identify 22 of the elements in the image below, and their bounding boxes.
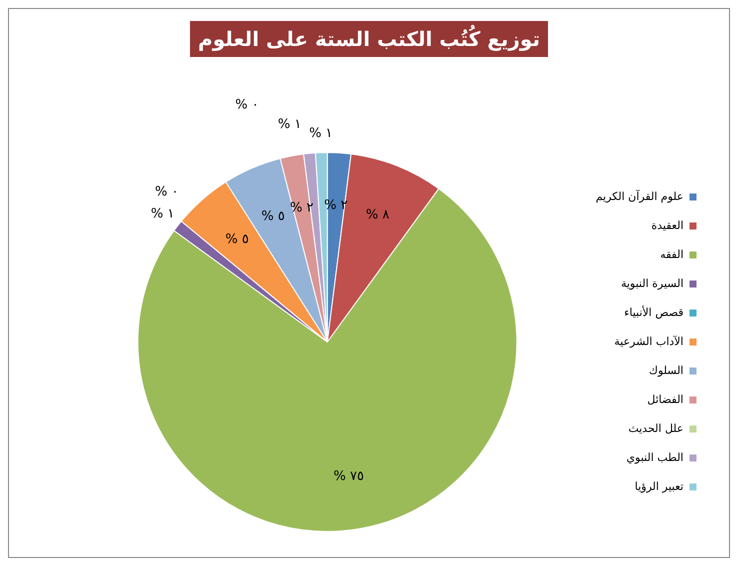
data-label: % ١ [309,126,333,142]
data-label: % ١ [150,206,174,222]
text: % ٠ [154,184,178,200]
data-label: % ٥ [261,209,285,224]
legend-label: السلوك [648,364,684,377]
legend-label: علوم القرآن الكريم [596,188,684,203]
data-label: % ٢ [290,200,314,216]
legend-label: تعبير الرؤيا [634,480,684,493]
legend-label: الفضائل [647,392,684,406]
legend-label: الطب النبوي [626,450,684,464]
data-label: % ١ [278,116,302,132]
legend-label: الآداب الشرعية [614,334,684,348]
legend-label: الفقه [660,248,684,261]
data-label: % ٧٥ [333,469,364,484]
legend-label: السيرة النبوية [620,276,684,290]
data-label: % ٥ [225,232,249,248]
legend-label: قصص الأنبياء [624,304,684,319]
text: % ٠ [235,98,259,113]
chart-title: توزيع كُتُب الكتب الستة على العلوم [190,21,548,57]
data-label: % ٨ [366,208,390,223]
legend-label: علل الحديث [628,422,684,435]
legend-label: العقيدة [651,218,684,232]
